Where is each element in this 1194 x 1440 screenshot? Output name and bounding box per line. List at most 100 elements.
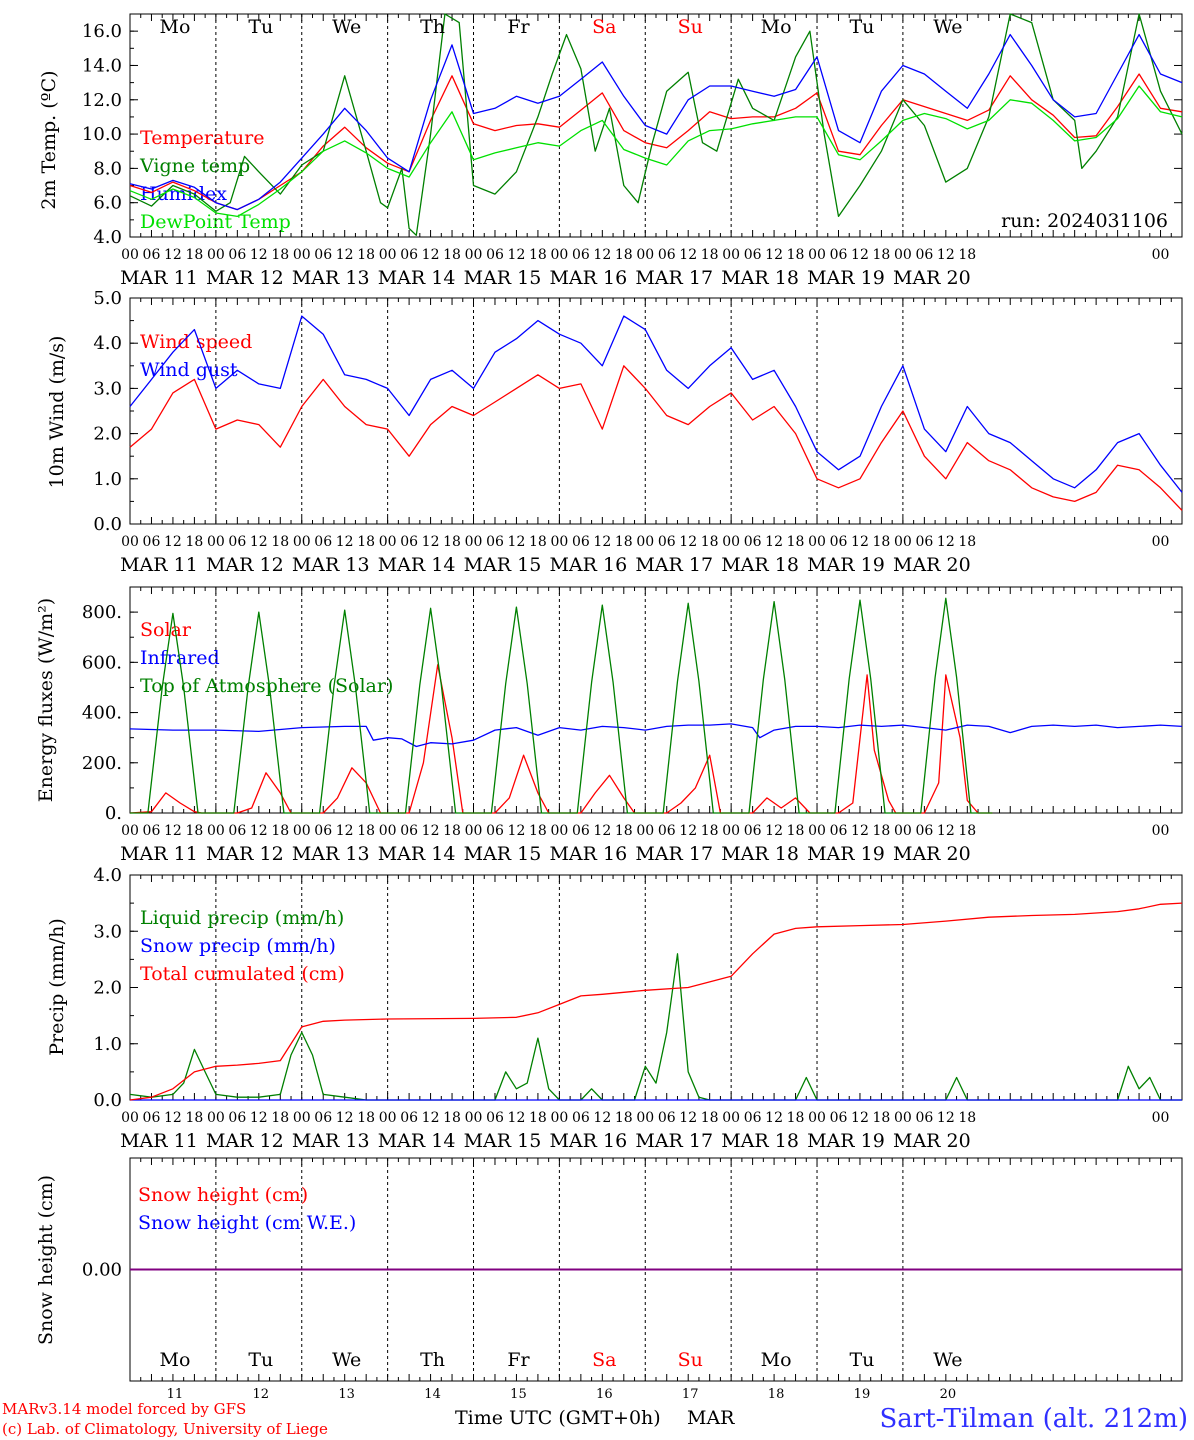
- temp-hour-label: 06: [228, 247, 246, 263]
- precip-date-label: MAR 17: [635, 1130, 713, 1152]
- precip-y-tick-label: 2.0: [93, 978, 122, 999]
- precip-date-label: MAR 18: [721, 1130, 799, 1152]
- energy-hour-label: 00: [808, 823, 826, 839]
- energy-hour-label: 00: [379, 823, 397, 839]
- precip-hour-label: 18: [357, 1110, 375, 1126]
- wind-hour-label: 12: [422, 534, 440, 550]
- wind-hour-label: 06: [314, 534, 332, 550]
- energy-date-label: MAR 19: [807, 843, 885, 865]
- energy-series-line: [130, 597, 993, 814]
- month-label: MAR: [687, 1407, 735, 1429]
- temp-date-label: MAR 15: [464, 267, 542, 289]
- temp-hour-label: 18: [271, 247, 289, 263]
- wind-date-label: MAR 18: [721, 554, 799, 576]
- temp-hour-label: 06: [830, 247, 848, 263]
- wind-hour-label: 06: [228, 534, 246, 550]
- energy-hour-label: 12: [937, 823, 955, 839]
- wind-hour-label: 12: [851, 534, 869, 550]
- energy-hour-label: 06: [143, 823, 161, 839]
- precip-date-label: MAR 15: [464, 1130, 542, 1152]
- wind-hour-label: 00: [207, 534, 225, 550]
- temp-hour-label: 18: [615, 247, 633, 263]
- temp-y-tick-label: 12.0: [82, 90, 122, 111]
- energy-hour-label: 18: [701, 823, 719, 839]
- precip-hour-label: 06: [658, 1110, 676, 1126]
- temp-hour-label: 06: [915, 247, 933, 263]
- top-day-label: Mo: [159, 16, 190, 38]
- wind-hour-label: 12: [250, 534, 268, 550]
- temp-legend-humidex: Humidex: [140, 183, 227, 205]
- energy-hour-label: 06: [830, 823, 848, 839]
- temp-date-label: MAR 14: [378, 267, 456, 289]
- panel-wind: 10m Wind (m/s) Wind speed Wind gust: [46, 331, 252, 488]
- wind-hour-label: 00: [894, 534, 912, 550]
- temp-series-line: [129, 85, 1183, 218]
- temp-hour-label: 00: [722, 247, 740, 263]
- precip-hour-label: 12: [851, 1110, 869, 1126]
- temp-hour-label: 18: [185, 247, 203, 263]
- precip-hour-label: 12: [765, 1110, 783, 1126]
- precip-y-tick-label: 0.0: [93, 1090, 122, 1111]
- precip-legend-liquid: Liquid precip (mm/h): [140, 907, 344, 929]
- precip-hour-label: 06: [915, 1110, 933, 1126]
- temp-y-axis-label: 2m Temp. (ºC): [38, 70, 60, 209]
- bottom-day-label: We: [332, 1349, 361, 1371]
- temp-hour-label: 18: [357, 247, 375, 263]
- precip-hour-label: 00: [379, 1110, 397, 1126]
- temp-hour-label: 18: [873, 247, 891, 263]
- wind-y-tick-label: 4.0: [93, 333, 122, 354]
- wind-hour-label: 06: [143, 534, 161, 550]
- wind-date-label: MAR 16: [549, 554, 627, 576]
- temp-hour-label: 12: [164, 247, 182, 263]
- temp-legend-temperature: Temperature: [140, 127, 264, 149]
- wind-hour-label: 06: [572, 534, 590, 550]
- precip-hour-label: 00: [465, 1110, 483, 1126]
- wind-date-label: MAR 17: [635, 554, 713, 576]
- energy-y-tick-label: 0.: [105, 803, 122, 824]
- temp-series-line: [129, 73, 1183, 211]
- wind-hour-label: 06: [744, 534, 762, 550]
- precip-hour-label: 06: [744, 1110, 762, 1126]
- temp-hour-label: 12: [250, 247, 268, 263]
- energy-hour-label: 18: [357, 823, 375, 839]
- precip-hour-label: 18: [615, 1110, 633, 1126]
- precip-hour-label: 12: [508, 1110, 526, 1126]
- day-number-label: 20: [940, 1387, 957, 1402]
- temp-date-label: MAR 16: [549, 267, 627, 289]
- precip-date-label: MAR 13: [292, 1130, 370, 1152]
- energy-hour-label: 18: [787, 823, 805, 839]
- temp-hour-label: 12: [851, 247, 869, 263]
- energy-date-label: MAR 17: [635, 843, 713, 865]
- wind-hour-label: 18: [443, 534, 461, 550]
- day-number-label: 19: [854, 1387, 871, 1402]
- energy-hour-label: 12: [593, 823, 611, 839]
- energy-series-line: [129, 664, 993, 814]
- energy-hour-label: 12: [679, 823, 697, 839]
- energy-hour-label: 06: [744, 823, 762, 839]
- energy-date-label: MAR 20: [893, 843, 971, 865]
- run-label: run: 2024031106: [1001, 210, 1168, 232]
- wind-hour-label: 00: [1152, 534, 1170, 550]
- day-number-label: 14: [424, 1387, 441, 1402]
- precip-hour-label: 12: [164, 1110, 182, 1126]
- precip-hour-label: 00: [636, 1110, 654, 1126]
- temp-hour-label: 18: [443, 247, 461, 263]
- wind-legend-speed: Wind speed: [140, 331, 252, 353]
- top-day-label: We: [933, 16, 962, 38]
- precip-hour-label: 18: [443, 1110, 461, 1126]
- energy-hour-label: 00: [121, 823, 139, 839]
- wind-y-tick-label: 0.0: [93, 514, 122, 535]
- bottom-day-label: Th: [420, 1349, 445, 1371]
- energy-frame: [129, 586, 1183, 814]
- bottom-day-label: Fr: [507, 1349, 530, 1371]
- top-day-label: Mo: [761, 16, 792, 38]
- temp-y-tick-label: 10.0: [82, 124, 122, 145]
- precip-hour-label: 00: [550, 1110, 568, 1126]
- wind-hour-label: 12: [937, 534, 955, 550]
- panel-precip: Precip (mm/h) Liquid precip (mm/h) Snow …: [46, 907, 345, 1056]
- wind-hour-label: 06: [830, 534, 848, 550]
- energy-hour-label: 06: [658, 823, 676, 839]
- temp-series-line: [129, 13, 1183, 236]
- x-axis-title: Time UTC (GMT+0h): [455, 1407, 661, 1429]
- temp-date-label: MAR 18: [721, 267, 799, 289]
